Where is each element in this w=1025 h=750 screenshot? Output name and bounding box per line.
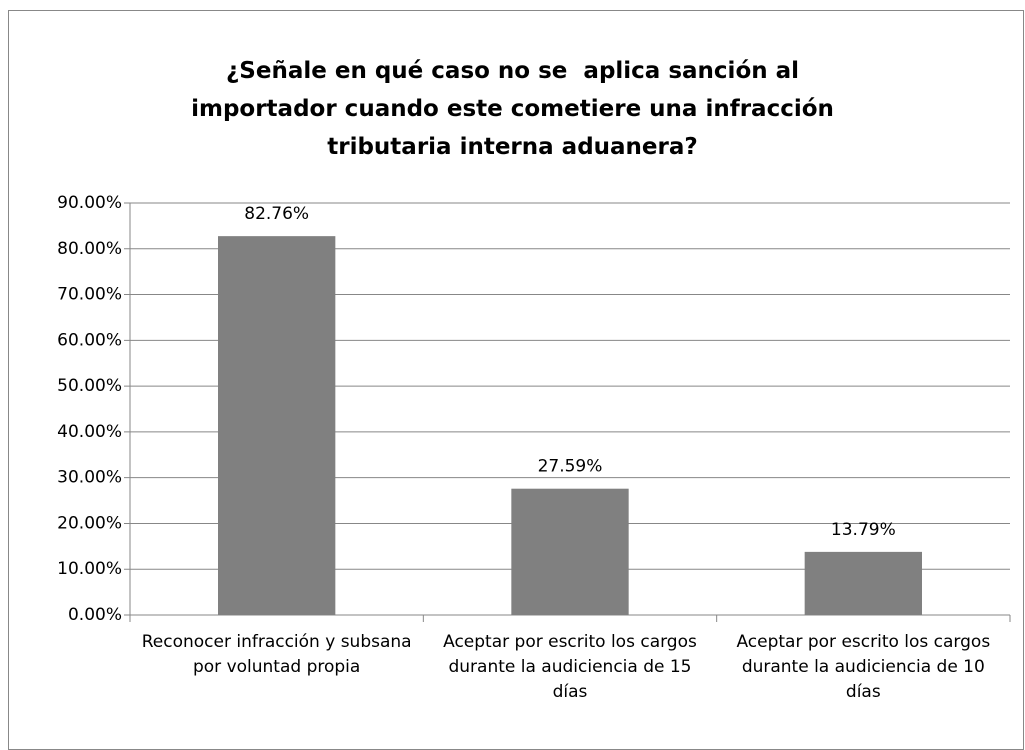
y-tick-label: 40.00% xyxy=(57,422,122,442)
y-tick-label: 10.00% xyxy=(57,559,122,579)
y-tick-label: 90.00% xyxy=(57,193,122,213)
y-tick-label: 20.00% xyxy=(57,513,122,533)
y-tick-label: 60.00% xyxy=(57,330,122,350)
chart-title: ¿Señale en qué caso no se aplica sanción… xyxy=(191,58,842,160)
x-tick-label: Reconocer infracción y subsana por volun… xyxy=(141,632,412,677)
bar xyxy=(511,488,629,615)
y-tick-label: 0.00% xyxy=(68,605,122,625)
bar xyxy=(218,236,336,615)
y-tick-label: 30.00% xyxy=(57,468,122,488)
bar xyxy=(804,551,922,615)
data-label: 13.79% xyxy=(831,520,896,540)
data-label: 27.59% xyxy=(538,457,603,477)
y-tick-label: 80.00% xyxy=(57,239,122,259)
x-tick-label: Aceptar por escrito los cargos durante l… xyxy=(443,632,697,702)
y-tick-label: 70.00% xyxy=(57,285,122,305)
data-label: 82.76% xyxy=(244,204,309,224)
x-tick-label: Aceptar por escrito los cargos durante l… xyxy=(736,632,991,702)
y-tick-label: 50.00% xyxy=(57,376,122,396)
